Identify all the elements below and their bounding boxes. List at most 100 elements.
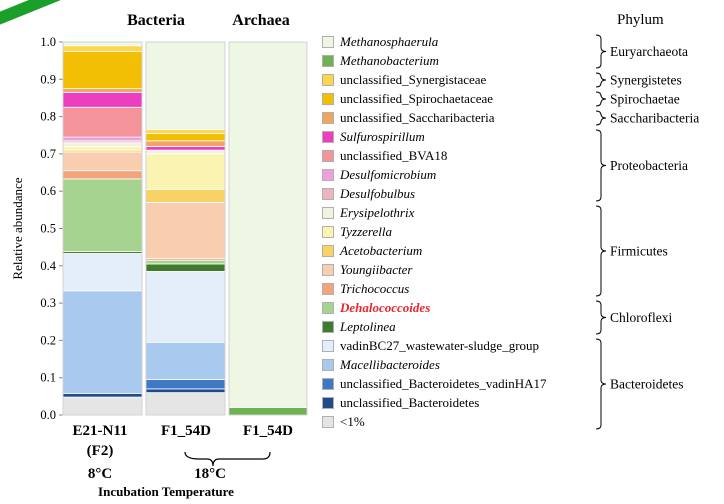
header-bacteria: Bacteria <box>127 12 185 29</box>
phylum-bracket <box>595 129 607 202</box>
bar-segment <box>62 91 143 108</box>
bar-segment <box>62 50 143 90</box>
bar-outline <box>228 41 308 416</box>
legend-label: Methanosphaerula <box>340 34 439 49</box>
legend-label: vadinBC27_wastewater-sludge_group <box>340 338 540 353</box>
bar-segment <box>145 129 226 134</box>
legend-swatch <box>322 150 334 162</box>
y-tick-label: 0.8 <box>40 110 56 124</box>
bar-segment <box>145 140 226 147</box>
y-tick-label: 0.5 <box>40 222 56 236</box>
legend-swatch <box>322 74 334 86</box>
legend-item: unclassified_Saccharibacteria <box>322 109 494 127</box>
legend-label: Dehalococcoides <box>340 300 431 315</box>
legend-item: Dehalococcoides <box>322 299 430 317</box>
bar-segment <box>145 270 226 343</box>
legend-label: <1% <box>340 414 365 429</box>
phylum-bracket <box>595 205 607 297</box>
legend-item: Desulfomicrobium <box>322 166 436 184</box>
legend-label: Trichococcus <box>340 281 410 296</box>
phylum-bracket <box>595 110 607 126</box>
legend-swatch <box>322 340 334 352</box>
legend-item: Desulfobulbus <box>322 185 415 203</box>
phylum-bracket <box>595 300 607 335</box>
legend-swatch <box>322 169 334 181</box>
legend-label: Methanobacterium <box>340 53 439 68</box>
phylum-bracket <box>595 338 607 430</box>
legend-item: Methanobacterium <box>322 52 439 70</box>
y-tick-label: 0.1 <box>40 371 56 385</box>
legend-swatch <box>322 397 334 409</box>
bar-segment <box>228 407 308 416</box>
legend-item: Tyzzerella <box>322 223 392 241</box>
legend-label: Youngiibacter <box>340 262 413 277</box>
bar-label-e21: E21-N11 <box>72 423 128 439</box>
temperature-8c: 8°C <box>87 466 113 482</box>
temperature-18c: 18°C <box>194 466 226 482</box>
legend-swatch <box>322 416 334 428</box>
temperature-brace <box>184 451 271 467</box>
legend-item: unclassified_Bacteroidetes_vadinHA17 <box>322 375 547 393</box>
bar-segment <box>145 132 226 142</box>
bar-segment <box>145 388 226 394</box>
bar-segment <box>145 341 226 380</box>
phylum-header: Phylum <box>617 12 664 28</box>
bar-segment <box>62 106 143 138</box>
bar-label-e21-line2: (F2) <box>86 443 114 459</box>
bar-segment <box>62 146 143 151</box>
legend-swatch <box>322 93 334 105</box>
bar-segment <box>145 149 226 155</box>
bar-segment <box>145 379 226 390</box>
y-tick-label: 0.2 <box>40 333 56 347</box>
bar-segment <box>62 151 143 172</box>
legend-swatch <box>322 321 334 333</box>
bar-segment <box>62 45 143 52</box>
legend-swatch <box>322 226 334 238</box>
legend-swatch <box>322 302 334 314</box>
legend-item: vadinBC27_wastewater-sludge_group <box>322 337 539 355</box>
y-tick-label: 0.4 <box>40 259 56 273</box>
phylum-bracket <box>595 34 607 69</box>
bar-segment <box>62 178 143 253</box>
phylum-label: Spirochaetae <box>610 92 680 107</box>
bar-outline <box>62 41 143 416</box>
legend-item: <1% <box>322 413 365 431</box>
legend-label: Sulfurospirillum <box>340 129 425 144</box>
legend-label: Erysipelothrix <box>340 205 415 220</box>
legend-swatch <box>322 112 334 124</box>
phylum-label: Euryarchaeota <box>610 44 688 59</box>
y-tick-label: 0.0 <box>40 408 56 422</box>
legend-item: unclassified_BVA18 <box>322 147 447 165</box>
legend-swatch <box>322 264 334 276</box>
legend-item: Trichococcus <box>322 280 409 298</box>
bar-segment <box>62 136 143 142</box>
bar-segment <box>62 41 143 47</box>
legend-item: Youngiibacter <box>322 261 412 279</box>
legend-label: Leptolinea <box>340 319 396 334</box>
legend-label: unclassified_Bacteroidetes <box>340 395 480 410</box>
legend-item: unclassified_Synergistaceae <box>322 71 486 89</box>
legend-item: Methanosphaerula <box>322 33 438 51</box>
legend-label: Acetobacterium <box>340 243 423 258</box>
legend-swatch <box>322 188 334 200</box>
legend-label: unclassified_Synergistaceae <box>340 72 487 87</box>
legend-label: Macellibacteroides <box>340 357 440 372</box>
phylum-label: Firmicutes <box>610 244 668 259</box>
phylum-label: Saccharibacteria <box>610 111 699 126</box>
legend-item: Leptolinea <box>322 318 396 336</box>
legend-item: unclassified_Spirochaetaceae <box>322 90 493 108</box>
phylum-label: Synergistetes <box>610 73 682 88</box>
legend-item: Macellibacteroides <box>322 356 440 374</box>
legend-label: Desulfomicrobium <box>340 167 437 182</box>
legend-item: Sulfurospirillum <box>322 128 425 146</box>
y-tick-label: 1.0 <box>40 35 56 49</box>
phylum-bracket <box>595 91 607 107</box>
bar-segment <box>62 396 143 416</box>
phylum-label: Bacteroidetes <box>610 377 683 392</box>
bar-segment <box>62 392 143 398</box>
legend-label: unclassified_Saccharibacteria <box>340 110 495 125</box>
bar-segment <box>145 201 226 259</box>
temperature-caption: Incubation Temperature <box>98 484 234 499</box>
bar-segment <box>145 259 226 265</box>
